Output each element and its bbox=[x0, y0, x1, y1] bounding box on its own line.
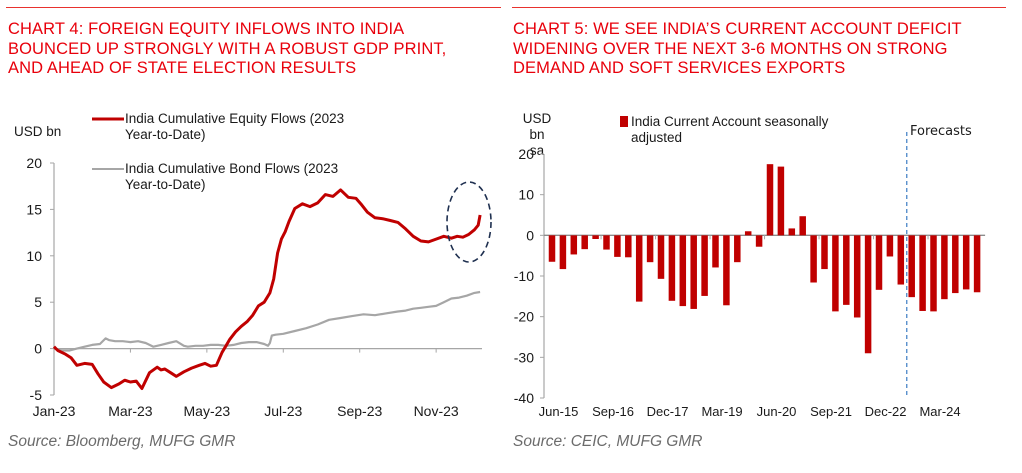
x-tick-label: Dec-17 bbox=[647, 404, 689, 419]
y-tick-label: 0 bbox=[526, 227, 534, 243]
y-tick-label: 5 bbox=[34, 294, 42, 310]
chart4-title-line: BOUNCED UP STRONGLY WITH A ROBUST GDP PR… bbox=[8, 39, 447, 58]
ca-bar bbox=[875, 235, 883, 290]
ca-bar bbox=[548, 235, 556, 262]
ca-bar bbox=[581, 235, 588, 250]
ca-bar bbox=[690, 235, 697, 309]
ca-bar bbox=[734, 235, 741, 263]
highlight-ellipse bbox=[446, 181, 492, 263]
ca-bar bbox=[679, 235, 687, 307]
chart5-title-line: WIDENING OVER THE NEXT 3-6 MONTHS ON STR… bbox=[513, 39, 948, 58]
ca-bar bbox=[810, 235, 817, 283]
ca-bar bbox=[603, 235, 610, 250]
legend-text-line: India Current Account seasonally bbox=[631, 114, 829, 129]
chart4-legend-equity-label: India Cumulative Equity Flows (2023 Year… bbox=[125, 111, 344, 143]
chart5-plot: 20 10 0 -10 -20 -30 -40 Jun-15 Sep-16 Dec-17 Mar-1… bbox=[514, 116, 986, 419]
x-tick-label: Mar-23 bbox=[108, 403, 153, 419]
x-tick-label: Mar-24 bbox=[919, 404, 960, 419]
ca-bar bbox=[744, 231, 752, 236]
bond-flows-line bbox=[53, 290, 481, 352]
y-tick-label: 20 bbox=[26, 155, 42, 171]
x-tick-label: Mar-19 bbox=[701, 404, 742, 419]
equity-flows-line bbox=[52, 188, 482, 390]
ca-bar bbox=[614, 235, 621, 257]
legend-text-line: Year-to-Date) bbox=[125, 127, 206, 142]
ca-bar bbox=[821, 235, 828, 270]
ylabel-line: USD bn bbox=[522, 111, 552, 142]
x-tick-label: Jul-23 bbox=[264, 403, 302, 419]
ca-bar bbox=[908, 235, 915, 298]
x-tick-label: Sep-21 bbox=[810, 404, 852, 419]
ca-bar bbox=[559, 235, 567, 270]
chart5-legend-label: India Current Account seasonally adjuste… bbox=[631, 114, 828, 146]
ca-bar bbox=[668, 235, 676, 301]
legend-text-line: adjusted bbox=[631, 130, 683, 145]
chart4-title: CHART 4: FOREIGN EQUITY INFLOWS INTO IND… bbox=[8, 20, 446, 79]
ca-bar bbox=[777, 166, 785, 236]
y-tick-label: 10 bbox=[26, 248, 42, 264]
ca-bar bbox=[973, 235, 981, 293]
y-tick-label: 15 bbox=[26, 201, 42, 217]
ca-bar bbox=[625, 235, 632, 258]
ca-bar bbox=[723, 235, 730, 306]
ca-bar bbox=[962, 235, 970, 290]
x-tick-label: Jun-15 bbox=[539, 404, 579, 419]
y-tick-label: 0 bbox=[34, 341, 42, 357]
ca-bar bbox=[788, 228, 796, 236]
ca-bar bbox=[570, 235, 578, 255]
chart4-ylabel: USD bn bbox=[14, 124, 62, 139]
ca-bar bbox=[832, 235, 839, 312]
y-tick-label: -20 bbox=[514, 309, 534, 325]
y-tick-label: -30 bbox=[514, 349, 534, 365]
x-tick-label: Sep-16 bbox=[592, 404, 634, 419]
legend-text-line: India Cumulative Bond Flows (2023 bbox=[125, 161, 339, 176]
legend-text-line: Year-to-Date) bbox=[125, 177, 206, 192]
chart5-legend-swatch bbox=[620, 116, 628, 127]
legend-text-line: India Cumulative Equity Flows (2023 bbox=[125, 111, 345, 126]
ca-bar bbox=[853, 235, 861, 318]
chart4-title-line: CHART 4: FOREIGN EQUITY INFLOWS INTO IND… bbox=[8, 20, 405, 38]
x-tick-label: Nov-23 bbox=[414, 403, 459, 419]
x-tick-label: Sep-23 bbox=[337, 403, 382, 419]
ca-bar bbox=[941, 235, 948, 300]
forecasts-annotation: Forecasts bbox=[910, 124, 972, 139]
chart5-title-line: CHART 5: WE SEE INDIA’S CURRENT ACCOUNT … bbox=[513, 20, 962, 38]
ca-bar bbox=[712, 235, 719, 268]
chart4-top-rule bbox=[6, 7, 501, 8]
y-tick-label: 20 bbox=[518, 146, 534, 162]
ca-bar bbox=[952, 235, 959, 294]
ca-bar bbox=[897, 235, 905, 285]
chart5-title-line: DEMAND AND SOFT SERVICES EXPORTS bbox=[513, 59, 846, 77]
chart4-source: Source: Bloomberg, MUFG GMR bbox=[8, 433, 236, 450]
chart5-source: Source: CEIC, MUFG GMR bbox=[513, 433, 703, 450]
ca-bar bbox=[646, 235, 654, 263]
ca-bar bbox=[930, 235, 937, 312]
ca-bar bbox=[919, 235, 926, 311]
chart5-top-rule bbox=[512, 7, 1006, 8]
ca-bar bbox=[886, 235, 894, 257]
ca-bar bbox=[592, 235, 599, 239]
ca-bar bbox=[766, 164, 774, 236]
chart5-ylabel: USD bn sa bbox=[515, 111, 559, 159]
x-tick-label: Jun-20 bbox=[757, 404, 797, 419]
y-tick-label: 10 bbox=[518, 187, 534, 203]
chart4-title-line: AND AHEAD OF STATE ELECTION RESULTS bbox=[8, 59, 357, 77]
ca-bar bbox=[657, 235, 665, 279]
ca-bar bbox=[701, 235, 708, 296]
ca-bar bbox=[755, 235, 763, 247]
ca-bar bbox=[843, 235, 850, 305]
x-tick-label: May-23 bbox=[184, 403, 231, 419]
ca-bar bbox=[799, 216, 806, 236]
ca-bar bbox=[864, 235, 872, 354]
y-tick-label: -5 bbox=[30, 387, 43, 403]
y-tick-label: -40 bbox=[514, 390, 534, 406]
y-tick-label: -10 bbox=[514, 268, 534, 284]
chart5-title: CHART 5: WE SEE INDIA’S CURRENT ACCOUNT … bbox=[513, 20, 962, 79]
chart4-legend-bond-label: India Cumulative Bond Flows (2023 Year-t… bbox=[125, 161, 338, 193]
x-tick-label: Dec-22 bbox=[865, 404, 907, 419]
ca-bar bbox=[635, 235, 643, 302]
x-tick-label: Jan-23 bbox=[33, 403, 76, 419]
